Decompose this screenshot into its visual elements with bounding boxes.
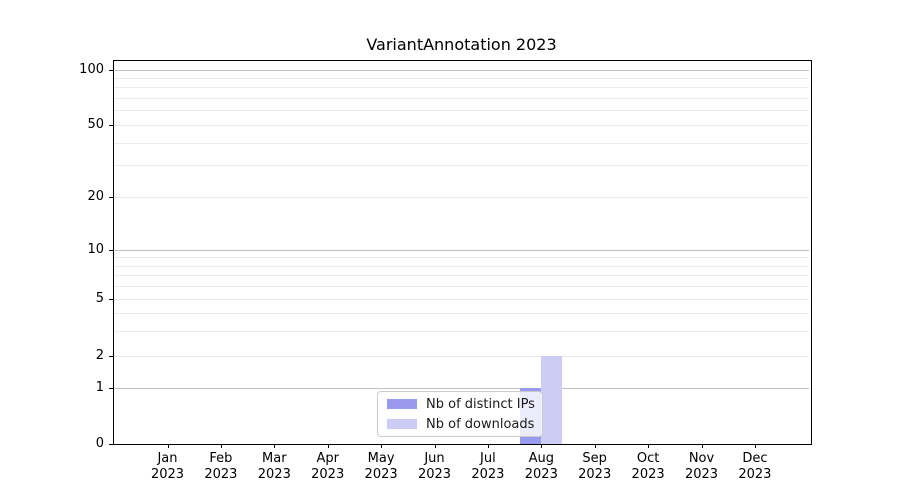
x-tick-label: Jun 2023	[403, 451, 467, 482]
x-tick-year: 2023	[524, 466, 558, 482]
x-tick-label: Sep 2023	[563, 451, 627, 482]
x-tick-label: Jul 2023	[456, 451, 520, 482]
x-tick-mark	[274, 444, 276, 448]
plot-area	[113, 60, 812, 445]
y-minor-gridline	[114, 110, 809, 112]
y-tick-mark	[109, 443, 113, 445]
y-tick-label: 20	[87, 189, 104, 204]
y-minor-gridline	[114, 265, 809, 267]
x-tick-mark	[754, 444, 756, 448]
y-tick-label: 1	[95, 380, 104, 395]
y-tick-mark	[109, 250, 113, 251]
x-tick-month: Nov	[688, 451, 715, 466]
y-tick-mark	[109, 299, 113, 300]
x-tick-year: 2023	[417, 466, 452, 482]
y-minor-gridline	[114, 312, 809, 314]
y-tick-label: 2	[95, 348, 104, 363]
x-tick-label: Mar 2023	[242, 451, 306, 482]
x-tick-year: 2023	[471, 466, 505, 482]
x-tick-year: 2023	[257, 466, 291, 482]
y-minor-gridline	[114, 286, 809, 288]
y-minor-gridline	[114, 98, 809, 100]
legend-swatch-distinct-ips	[387, 399, 417, 409]
bar-downloads	[541, 356, 563, 444]
x-tick-year: 2023	[738, 466, 772, 482]
y-minor-gridline	[114, 87, 809, 89]
chart-title: VariantAnnotation 2023	[366, 35, 557, 54]
x-tick-mark	[594, 444, 596, 448]
x-tick-month: Jan	[157, 451, 178, 466]
x-tick-label: Feb 2023	[189, 451, 253, 482]
x-tick-label: Nov 2023	[670, 451, 734, 482]
y-tick-label: 100	[79, 61, 104, 77]
x-tick-label: Aug 2023	[509, 451, 573, 482]
y-minor-gridline	[114, 299, 809, 300]
y-minor-gridline	[114, 197, 809, 198]
y-major-gridline	[114, 69, 809, 71]
y-minor-gridline	[114, 77, 809, 79]
legend-label: Nb of downloads	[426, 416, 535, 432]
x-tick-mark	[648, 444, 650, 448]
legend-item: Nb of distinct IPs	[378, 397, 542, 412]
x-tick-month: Oct	[636, 451, 660, 466]
x-tick-year: 2023	[578, 466, 612, 482]
y-minor-gridline	[114, 356, 809, 357]
x-tick-month: Dec	[742, 451, 768, 466]
x-tick-month: May	[367, 451, 395, 466]
x-tick-month: Aug	[528, 451, 554, 466]
x-tick-mark	[434, 444, 436, 448]
x-tick-mark	[327, 444, 329, 448]
legend-label: Nb of distinct IPs	[426, 396, 535, 412]
x-tick-label: Dec 2023	[723, 451, 787, 482]
x-tick-year: 2023	[150, 466, 185, 482]
y-tick-label: 50	[87, 117, 104, 132]
x-tick-label: May 2023	[349, 451, 413, 482]
y-minor-gridline	[114, 142, 809, 144]
x-tick-month: Apr	[316, 451, 339, 466]
x-tick-year: 2023	[631, 466, 665, 482]
x-tick-month: Jun	[424, 451, 445, 466]
x-tick-year: 2023	[684, 466, 719, 482]
y-tick-mark	[109, 69, 113, 71]
y-tick-mark	[109, 356, 113, 357]
y-tick-label: 10	[87, 242, 104, 257]
x-tick-mark	[167, 444, 169, 448]
x-tick-year: 2023	[311, 466, 345, 482]
x-tick-year: 2023	[204, 466, 238, 482]
x-tick-label: Apr 2023	[296, 451, 360, 482]
y-tick-mark	[109, 388, 113, 389]
y-major-gridline	[114, 388, 809, 389]
y-minor-gridline	[114, 275, 809, 277]
y-minor-gridline	[114, 257, 809, 259]
x-tick-month: Feb	[209, 451, 233, 466]
y-major-gridline	[114, 250, 809, 251]
x-tick-label: Oct 2023	[616, 451, 680, 482]
x-tick-mark	[701, 444, 703, 448]
y-tick-label: 0	[95, 435, 104, 451]
y-minor-gridline	[114, 165, 809, 167]
legend: Nb of distinct IPs Nb of downloads	[377, 391, 543, 437]
y-tick-mark	[109, 197, 113, 198]
legend-item: Nb of downloads	[378, 417, 542, 432]
y-tick-mark	[109, 125, 113, 126]
x-tick-mark	[487, 444, 489, 448]
x-tick-mark	[541, 444, 543, 448]
x-tick-month: Jul	[480, 451, 496, 466]
x-tick-mark	[381, 444, 383, 448]
x-tick-year: 2023	[364, 466, 398, 482]
legend-swatch-downloads	[387, 419, 417, 429]
y-tick-label: 5	[95, 291, 104, 306]
x-tick-mark	[220, 444, 222, 448]
y-minor-gridline	[114, 125, 809, 126]
x-tick-month: Sep	[582, 451, 607, 466]
y-minor-gridline	[114, 330, 809, 332]
x-tick-month: Mar	[262, 451, 287, 466]
x-tick-label: Jan 2023	[136, 451, 200, 482]
